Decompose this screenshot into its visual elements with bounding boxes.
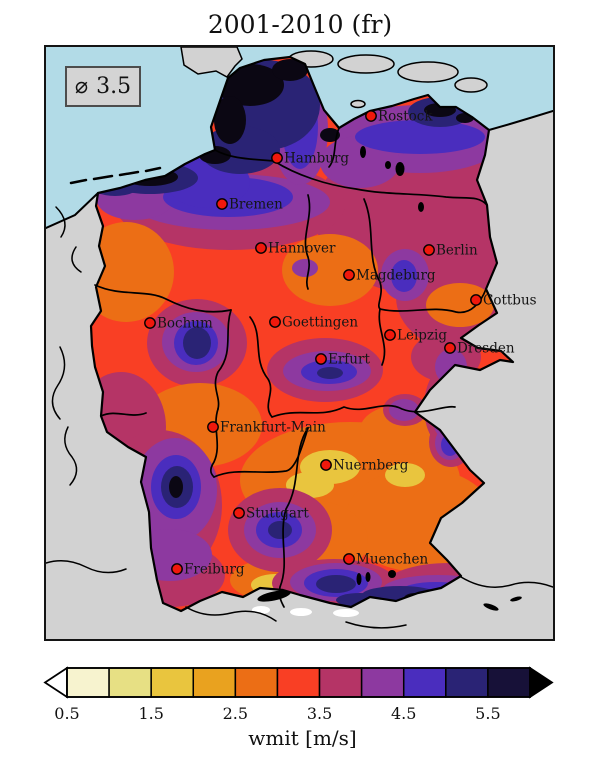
- colorbar: 0.5 1.5 2.5 3.5 4.5 5.5: [43, 666, 554, 723]
- map-canvas: Rostock Hamburg Bremen Hannover Berlin Magdeb…: [44, 45, 555, 641]
- city-label-cottbus: Cottbus: [483, 293, 537, 309]
- colorbar-cell-7: [360, 667, 405, 698]
- city-dot-hannover: [255, 242, 267, 254]
- colorbar-tick-0.5: 0.5: [54, 704, 79, 723]
- mean-value: 3.5: [96, 74, 132, 99]
- colorbar-frame: [66, 667, 531, 698]
- colorbar-cells: [66, 667, 531, 698]
- figure-title: 2001-2010 (fr): [207, 10, 393, 39]
- colorbar-tick-labels: 0.5 1.5 2.5 3.5 4.5 5.5: [54, 704, 500, 723]
- colorbar-tick-4.5: 4.5: [391, 704, 416, 723]
- city-dot-berlin: [423, 244, 435, 256]
- colorbar-tick-1.5: 1.5: [138, 704, 163, 723]
- mean-badge: ⌀ 3.5: [65, 66, 141, 107]
- city-dot-magdeburg: [343, 269, 355, 281]
- city-label-rostock: Rostock: [378, 109, 433, 125]
- colorbar-label: wmit [m/s]: [248, 726, 357, 750]
- colorbar-cell-4: [234, 667, 279, 698]
- city-dot-bochum: [144, 317, 156, 329]
- city-label-dresden: Dresden: [457, 341, 515, 357]
- city-label-magdeburg: Magdeburg: [356, 268, 436, 284]
- colorbar-under-arrow: [43, 666, 68, 699]
- city-label-leipzig: Leipzig: [397, 328, 447, 344]
- germany-contour-map: Rostock Hamburg Bremen Hannover BerlinMagdeb…: [45, 46, 554, 639]
- lakes: [257, 146, 522, 611]
- coastline-west: [45, 192, 99, 229]
- city-label-freiburg: Freiburg: [184, 562, 245, 578]
- city-label-hannover: Hannover: [268, 241, 336, 257]
- colorbar-cell-9: [445, 667, 489, 698]
- colorbar-cell-5: [276, 667, 321, 698]
- city-label-bochum: Bochum: [157, 316, 213, 332]
- city-label-goettingen: Goettingen: [282, 315, 358, 331]
- city-dot-goettingen: [269, 316, 281, 328]
- foreign-borders: [45, 206, 554, 629]
- colorbar-tick-3.5: 3.5: [307, 704, 332, 723]
- city-dot-freiburg: [171, 563, 183, 575]
- colorbar-over-arrow: [529, 666, 554, 699]
- colorbar-tick-2.5: 2.5: [223, 704, 248, 723]
- colorbar-cell-6: [318, 667, 363, 698]
- city-dot-leipzig: [384, 329, 396, 341]
- city-dot-muenchen: [343, 553, 355, 565]
- city-label-berlin: Berlin: [436, 243, 478, 259]
- contour-level-gold: [251, 450, 425, 596]
- city-dot-dresden: [444, 342, 456, 354]
- city-dot-erfurt: [315, 353, 327, 365]
- city-dot-nuernberg: [320, 459, 332, 471]
- colorbar-cell-10: [487, 667, 531, 698]
- colorbar-tick-5.5: 5.5: [475, 704, 500, 723]
- city-label-stuttgart: Stuttgart: [246, 506, 309, 522]
- city-label-frankfurt-main: Frankfurt-Main: [220, 420, 326, 436]
- city-dot-stuttgart: [233, 507, 245, 519]
- city-label-bremen: Bremen: [229, 197, 283, 213]
- colorbar-cell-0: [66, 667, 110, 698]
- city-dot-rostock: [365, 110, 377, 122]
- city-label-nuernberg: Nuernberg: [333, 458, 409, 474]
- coastline-east: [488, 110, 554, 131]
- city-label-muenchen: Muenchen: [356, 552, 428, 568]
- city-markers: Rostock Hamburg Bremen Hannover BerlinMagdeb…: [144, 109, 537, 578]
- city-dot-frankfurt-main: [207, 421, 219, 433]
- city-label-hamburg: Hamburg: [284, 151, 349, 167]
- colorbar-cell-8: [402, 667, 447, 698]
- city-dot-bremen: [216, 198, 228, 210]
- city-dot-hamburg: [271, 152, 283, 164]
- colorbar-cell-1: [108, 667, 152, 698]
- frisian-islands: [69, 166, 162, 185]
- city-label-erfurt: Erfurt: [328, 352, 370, 368]
- city-dot-cottbus: [470, 294, 482, 306]
- colorbar-cell-3: [192, 667, 237, 698]
- colorbar-cell-2: [150, 667, 195, 698]
- diameter-symbol: ⌀: [74, 74, 89, 99]
- map-decorations: [45, 146, 554, 629]
